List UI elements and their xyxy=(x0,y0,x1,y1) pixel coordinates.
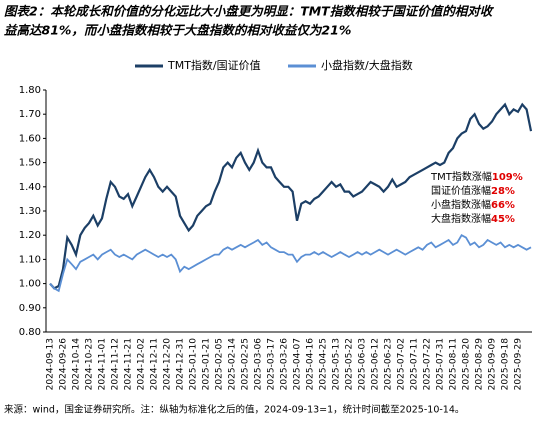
series-line xyxy=(49,233,532,293)
x-tick-label: 2024-12-20 xyxy=(162,338,172,391)
x-tick-label: 2025-02-25 xyxy=(240,338,250,390)
annotation: TMT指数涨幅109% xyxy=(430,170,523,183)
x-tick-label: 2024-10-14 xyxy=(71,338,81,391)
x-tick-label: 2025-07-22 xyxy=(422,338,432,390)
x-tick-label: 2025-07-11 xyxy=(409,338,419,390)
x-tick-label: 2025-05-22 xyxy=(344,338,354,390)
y-tick-label: 1.70 xyxy=(19,109,41,120)
x-tick-label: 2025-06-23 xyxy=(383,338,393,390)
annotation-text: TMT指数涨幅 xyxy=(430,170,492,183)
y-tick-label: 0.80 xyxy=(19,327,41,338)
x-tick-label: 2024-09-13 xyxy=(46,338,56,390)
y-tick-label: 1.80 xyxy=(19,85,41,96)
x-tick-label: 2025-09-18 xyxy=(500,338,510,391)
annotation-value: 28% xyxy=(491,186,515,197)
x-tick-label: 2024-11-01 xyxy=(97,338,107,390)
annotation-value: 109% xyxy=(492,172,523,183)
x-tick-label: 2025-06-12 xyxy=(370,338,380,390)
annotation: 大盘指数涨幅45% xyxy=(431,212,515,225)
y-tick-label: 1.60 xyxy=(19,133,41,144)
x-tick-label: 2025-07-02 xyxy=(396,338,406,390)
x-tick-label: 2024-11-12 xyxy=(110,338,120,390)
annotation-value: 66% xyxy=(491,200,515,211)
annotation-value: 45% xyxy=(491,214,515,225)
annotation-text: 大盘指数涨幅 xyxy=(431,212,491,225)
x-tick-label: 2025-03-26 xyxy=(279,338,289,391)
annotation-text: 小盘指数涨幅 xyxy=(431,198,491,211)
x-tick-label: 2024-11-21 xyxy=(123,338,133,390)
y-tick-label: 1.40 xyxy=(19,182,41,193)
y-tick-label: 1.00 xyxy=(19,279,41,290)
source-note: 来源：wind，国金证券研究所。注：纵轴为标准化之后的值，2024-09-13=… xyxy=(4,404,464,416)
legend-label: 小盘指数/大盘指数 xyxy=(321,58,413,72)
chart-title: 益高达81%，而小盘指数相较于大盘指数的相对收益仅为21% xyxy=(4,23,351,38)
annotation-text: 国证价值涨幅 xyxy=(431,184,491,197)
x-tick-label: 2025-08-20 xyxy=(461,338,471,391)
x-tick-label: 2025-03-06 xyxy=(253,338,263,391)
legend-label: TMT指数/国证价值 xyxy=(167,58,261,72)
series-line xyxy=(49,102,533,290)
x-tick-label: 2025-04-25 xyxy=(318,338,328,390)
x-tick-label: 2025-09-09 xyxy=(487,338,497,391)
x-tick-label: 2024-10-23 xyxy=(84,338,94,390)
x-tick-label: 2025-09-29 xyxy=(513,338,523,391)
x-tick-label: 2025-04-16 xyxy=(305,338,315,391)
y-tick-label: 0.90 xyxy=(19,303,41,314)
x-tick-label: 2025-01-21 xyxy=(201,338,211,390)
x-tick-label: 2024-12-31 xyxy=(175,338,185,390)
x-tick-label: 2025-06-03 xyxy=(357,338,367,390)
chart-title: 图表2：本轮成长和价值的分化远比大小盘更为明显：TMT指数相较于国证价值的相对收 xyxy=(4,4,495,19)
x-tick-label: 2025-01-10 xyxy=(188,338,198,391)
x-tick-label: 2025-05-13 xyxy=(331,338,341,390)
x-tick-label: 2025-08-29 xyxy=(474,338,484,391)
y-tick-label: 1.10 xyxy=(19,254,41,265)
annotation: 小盘指数涨幅66% xyxy=(431,198,515,211)
x-tick-label: 2025-04-07 xyxy=(292,338,302,390)
x-tick-label: 2025-02-05 xyxy=(214,338,224,390)
x-tick-label: 2025-07-31 xyxy=(435,338,445,390)
y-tick-label: 1.30 xyxy=(19,206,41,217)
x-tick-label: 2025-08-11 xyxy=(448,338,458,390)
y-tick-label: 1.20 xyxy=(19,230,41,241)
annotation: 国证价值涨幅28% xyxy=(431,184,515,197)
x-tick-label: 2024-09-26 xyxy=(58,338,68,391)
x-tick-label: 2025-03-17 xyxy=(266,338,276,390)
y-tick-label: 1.50 xyxy=(19,158,41,169)
x-tick-label: 2024-12-02 xyxy=(136,338,146,390)
x-tick-label: 2025-02-14 xyxy=(227,338,237,391)
x-tick-label: 2024-12-11 xyxy=(149,338,159,390)
